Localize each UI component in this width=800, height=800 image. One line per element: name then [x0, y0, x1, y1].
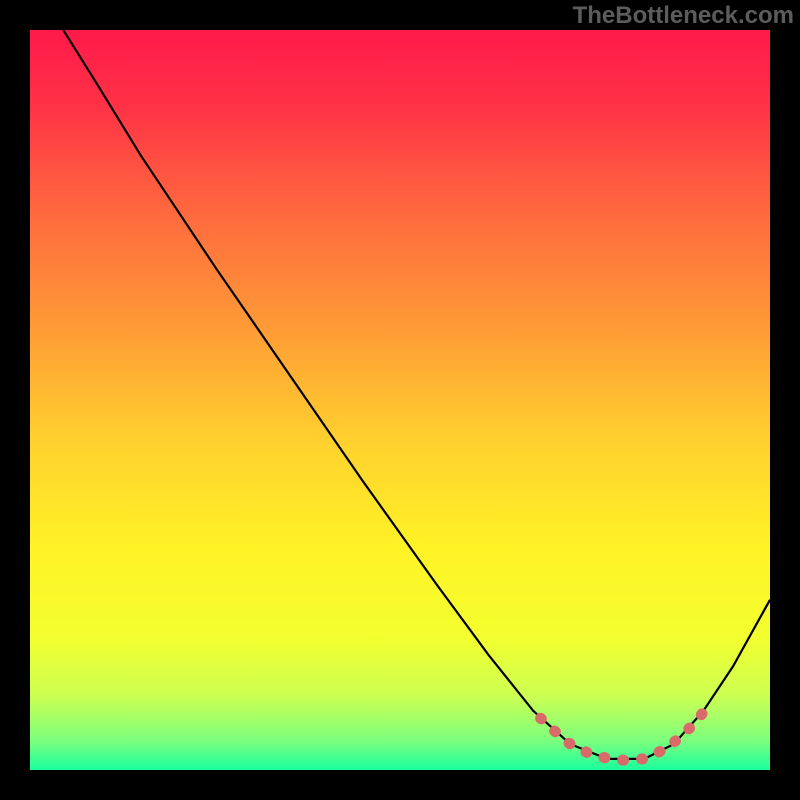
watermark-text: TheBottleneck.com [573, 2, 794, 30]
chart-svg [0, 0, 800, 800]
plot-area [30, 30, 770, 770]
chart-canvas: TheBottleneck.com [0, 0, 800, 800]
